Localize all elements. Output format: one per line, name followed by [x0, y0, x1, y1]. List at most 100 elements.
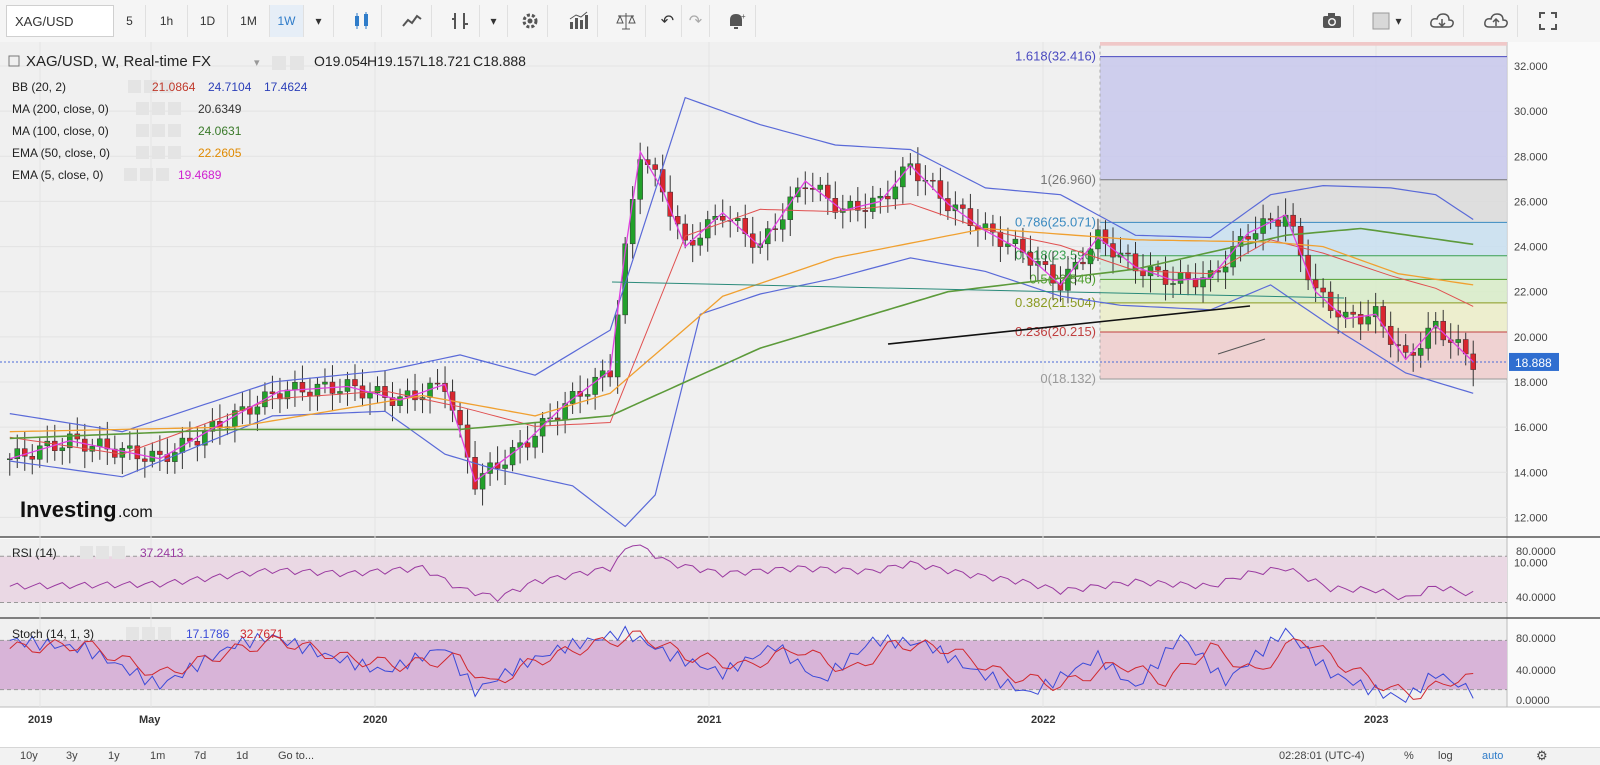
- candle-body: [945, 198, 951, 212]
- interval-1w[interactable]: 1W: [270, 5, 304, 37]
- candle-body: [367, 392, 373, 399]
- candle-body: [434, 382, 441, 385]
- scale-button[interactable]: [606, 5, 646, 37]
- cloud-upload-button[interactable]: [1474, 5, 1518, 37]
- range-10y[interactable]: 10y: [20, 750, 38, 762]
- candle-body: [1155, 266, 1161, 271]
- range-3y[interactable]: 3y: [66, 750, 78, 762]
- gear-icon[interactable]: ⚙: [1536, 748, 1548, 763]
- fullscreen-button[interactable]: [1528, 5, 1568, 37]
- candle-body: [825, 184, 831, 199]
- indicator-value: 21.0864: [152, 80, 196, 94]
- stoch-d-value: 32.7671: [240, 627, 284, 641]
- candle-body: [682, 223, 688, 241]
- candle-body: [967, 208, 974, 227]
- cloud-upload-icon: [1483, 13, 1508, 28]
- fib-zone: [1100, 42, 1507, 46]
- candle-body: [157, 450, 163, 455]
- candle-body: [472, 457, 478, 490]
- candle-body: [1125, 252, 1131, 255]
- candle-body: [442, 382, 448, 392]
- indicator-value: 17.4624: [264, 80, 308, 94]
- time-tick-label: May: [139, 714, 161, 726]
- log-toggle[interactable]: log: [1438, 750, 1453, 762]
- indicator-button[interactable]: [440, 5, 480, 37]
- watermark-suffix: .com: [118, 504, 153, 521]
- candle-body: [1140, 270, 1146, 277]
- range-1d[interactable]: 1d: [236, 750, 249, 762]
- scale-icon: [615, 13, 636, 30]
- alert-button[interactable]: +: [716, 5, 756, 37]
- indicator-tool-icon: [168, 124, 181, 137]
- price-tick-label: 32.000: [1514, 61, 1548, 73]
- interval-5[interactable]: 5: [114, 5, 146, 37]
- candle-body: [1110, 243, 1116, 258]
- indicator-value: 24.7104: [208, 80, 252, 94]
- price-tick-label: 30.000: [1514, 106, 1548, 118]
- candle-body: [194, 441, 201, 446]
- indicator-value: 20.6349: [198, 102, 242, 116]
- candle-body: [479, 473, 486, 490]
- indicator-label: EMA (5, close, 0): [12, 168, 103, 182]
- price-tick-label: 10.000: [1514, 558, 1548, 570]
- fullscreen-icon: [1539, 12, 1557, 30]
- candle-body: [697, 237, 703, 246]
- ma100-line: [9, 227, 1474, 440]
- chart-type-dropdown[interactable]: ▾: [480, 5, 508, 37]
- symbol-text: XAG/USD: [15, 13, 74, 29]
- candle-body: [37, 445, 43, 460]
- chevron-down-icon: ▾: [490, 14, 497, 28]
- candle-body: [1365, 316, 1371, 325]
- redo-button[interactable]: ↷: [682, 5, 710, 37]
- interval-dropdown-button[interactable]: ▾: [304, 5, 334, 37]
- candle-body: [344, 379, 351, 392]
- candle-body: [885, 195, 891, 200]
- percent-toggle[interactable]: %: [1404, 750, 1414, 762]
- indicator-tool-icon: [124, 168, 137, 181]
- compare-button[interactable]: [558, 5, 598, 37]
- candle-body: [772, 228, 779, 230]
- cloud-download-button[interactable]: [1420, 5, 1464, 37]
- interval-1d[interactable]: 1D: [188, 5, 228, 37]
- candle-body: [719, 216, 726, 221]
- candle-body: [1042, 261, 1049, 265]
- time-tick-label: 2020: [363, 714, 387, 726]
- range-7d[interactable]: 7d: [194, 750, 207, 762]
- interval-1m[interactable]: 1M: [228, 5, 270, 37]
- candle-body: [1252, 233, 1259, 240]
- range-goto[interactable]: Go to...: [278, 750, 315, 762]
- indicator-tool-icon: [144, 80, 157, 93]
- cloud-download-icon: [1429, 13, 1454, 28]
- interval-1h[interactable]: 1h: [146, 5, 188, 37]
- fib-level-label: 1(26.960): [1040, 172, 1096, 187]
- symbol-input[interactable]: XAG/USD: [6, 5, 114, 37]
- fib-zone: [1100, 222, 1507, 256]
- candle-body: [539, 418, 546, 437]
- candles-button[interactable]: [342, 5, 382, 37]
- color-button[interactable]: ▾: [1362, 5, 1412, 37]
- chart-area[interactable]: 32.000 30.000 28.000 26.000 24.000 22.000 20.0…: [0, 42, 1600, 747]
- undo-button[interactable]: ↶: [654, 5, 682, 37]
- area-chart-button[interactable]: [392, 5, 432, 37]
- candle-body: [1462, 339, 1469, 355]
- candle-body: [990, 223, 996, 233]
- stoch-tick-label: 40.0000: [1516, 665, 1556, 677]
- candle-body: [127, 445, 133, 449]
- price-tick-label: 26.000: [1514, 196, 1548, 208]
- stoch-tick-label: 80.0000: [1516, 633, 1556, 645]
- snapshot-button[interactable]: [1310, 5, 1354, 37]
- indicator-tool-icon: [168, 102, 181, 115]
- auto-toggle[interactable]: auto: [1482, 750, 1504, 762]
- stoch-label: Stoch (14, 1, 3): [12, 627, 94, 641]
- indicator-tool-icon: [126, 627, 139, 640]
- candle-body: [870, 197, 876, 212]
- candle-body: [1425, 327, 1431, 349]
- candle-body: [659, 169, 666, 193]
- range-1y[interactable]: 1y: [108, 750, 120, 762]
- rsi-tick-label: 40.0000: [1516, 592, 1556, 604]
- indicator-tool-icon: [156, 168, 169, 181]
- range-1m[interactable]: 1m: [150, 750, 166, 762]
- settings-button[interactable]: [512, 5, 548, 37]
- bottom-bar: 10y 3y 1y 1m 7d 1d Go to... 02:28:01 (UTC-4) %…: [0, 747, 1600, 765]
- chevron-down-icon: ▾: [1395, 14, 1402, 28]
